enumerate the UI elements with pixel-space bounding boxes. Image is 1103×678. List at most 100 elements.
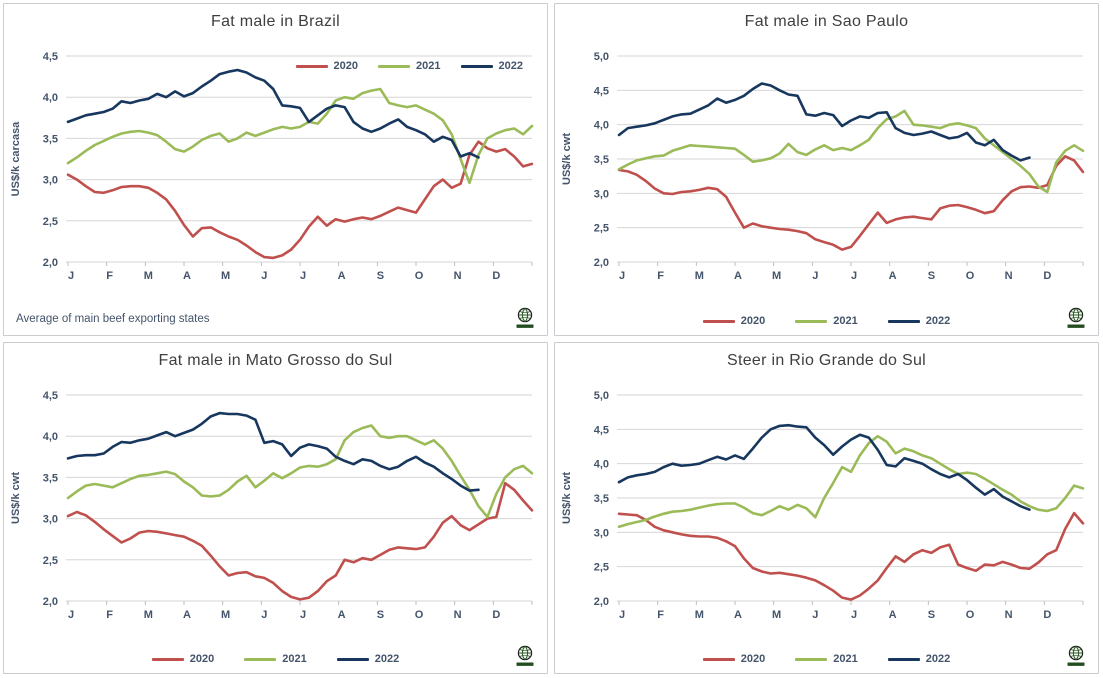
globe-icon (516, 307, 534, 328)
chart-panel-sao-paulo: Fat male in Sao Paulo 2,0 2,5 3,0 3,5 4,0 4,5… (554, 3, 1099, 336)
y-axis-tick-label: 4,5 (594, 85, 609, 97)
legend-line-swatch-2021 (795, 319, 828, 323)
x-axis-month-label: O (415, 270, 424, 282)
chart-legend: 2020 2021 2022 (555, 315, 1098, 327)
legend-line-swatch-2022 (336, 657, 369, 661)
x-axis-month-label: J (68, 270, 74, 282)
chart-panel-rio-grande-do-sul: Steer in Rio Grande do Sul 2,0 2,5 3,0 3,5 4… (554, 342, 1099, 674)
y-axis-tick-label: 2,5 (594, 562, 609, 574)
legend-line-swatch-2022 (460, 64, 493, 68)
x-axis-month-label: A (338, 270, 346, 282)
y-axis-tick-label: 2,0 (594, 596, 609, 608)
brand-globe-logo-icon (515, 644, 535, 668)
x-axis-month-label: D (492, 270, 500, 282)
x-axis-month-label: J (851, 270, 857, 282)
y-axis-tick-label: 4,5 (43, 51, 58, 63)
chart-panel-brazil: Fat male in Brazil 2,0 2,5 3,0 3,5 4,0 4,5 J F M… (3, 3, 548, 336)
y-axis-tick-label: 2,5 (594, 223, 609, 235)
x-axis-month-label: M (772, 270, 781, 282)
legend-item-2020: 2020 (702, 315, 766, 327)
y-axis-tick-label: 5,0 (594, 51, 609, 63)
chart-legend: 2020 2021 2022 (555, 653, 1098, 665)
legend-label: 2021 (282, 653, 307, 665)
y-axis-tick-label: 3,0 (43, 514, 58, 526)
x-axis-month-label: M (695, 609, 704, 621)
legend-line-swatch-2021 (795, 657, 828, 661)
legend-label: 2021 (416, 60, 441, 72)
y-axis-title: US$/k carcasa (10, 121, 22, 196)
line-chart-canvas: 2,0 2,5 3,0 3,5 4,0 4,5 J F M A M J J A S O N D US$/k carc… (10, 51, 534, 282)
legend-label: 2020 (189, 653, 215, 665)
y-axis-tick-label: 2,0 (43, 596, 58, 608)
legend-line-swatch-2022 (887, 319, 920, 323)
y-axis-tick-label: 4,5 (594, 424, 609, 436)
series-line-2020 (617, 511, 1085, 601)
x-axis-month-label: S (377, 270, 384, 282)
x-axis-month-label: J (300, 270, 306, 282)
legend-item-2021: 2021 (795, 653, 858, 665)
line-chart-canvas: 2,0 2,5 3,0 3,5 4,0 4,5 5,0 J F M A M J J A S O N D US$/k c… (561, 51, 1085, 282)
legend-line-swatch-2021 (378, 64, 411, 68)
x-axis-month-label: D (492, 609, 500, 621)
x-axis-month-label: M (144, 270, 153, 282)
chart-title: Fat male in Mato Grosso do Sul (158, 352, 393, 369)
x-axis-month-label: O (415, 609, 424, 621)
x-axis-month-label: N (1005, 270, 1013, 282)
x-axis-month-label: A (338, 609, 346, 621)
series-line-2020 (66, 140, 534, 260)
globe-icon (516, 645, 534, 666)
y-axis-tick-label: 3,0 (43, 175, 58, 187)
y-axis-tick-label: 3,5 (594, 154, 609, 166)
legend-item-2020: 2020 (295, 60, 359, 72)
line-chart-canvas: 2,0 2,5 3,0 3,5 4,0 4,5 5,0 J F M A M J J A S O N D US$/k c… (561, 390, 1085, 621)
legend-line-swatch-2020 (151, 657, 184, 661)
x-axis-month-label: F (657, 270, 664, 282)
chart-panel-mato-grosso-do-sul: Fat male in Mato Grosso do Sul 2,0 2,5 3,0… (3, 342, 548, 674)
x-axis-month-label: J (68, 609, 74, 621)
legend-item-2020: 2020 (151, 653, 215, 665)
legend-label: 2022 (374, 653, 400, 665)
chart-title: Fat male in Brazil (211, 13, 340, 30)
y-axis-title: US$/k cwt (561, 472, 573, 524)
y-axis-tick-label: 3,0 (594, 527, 609, 539)
legend-label: 2021 (833, 653, 858, 665)
legend-item-2020: 2020 (702, 653, 765, 665)
x-axis-month-label: F (106, 270, 113, 282)
globe-icon (1067, 307, 1085, 328)
y-axis-tick-label: 2,5 (43, 555, 58, 567)
chart-plot: 2,0 2,5 3,0 3,5 4,0 4,5 5,0 J F M A M J J A S O N D US$/k c… (557, 36, 1096, 290)
x-axis-month-label: S (928, 609, 935, 621)
legend-line-swatch-2021 (244, 657, 277, 661)
legend-line-swatch-2020 (295, 64, 328, 68)
y-axis-tick-label: 3,5 (43, 472, 58, 484)
x-axis-month-label: A (889, 270, 897, 282)
legend-item-2021: 2021 (378, 60, 441, 72)
series-line-2022 (66, 68, 480, 159)
series-line-2021 (617, 434, 1085, 529)
y-axis-title: US$/k cwt (10, 472, 22, 524)
series-line-2021 (66, 424, 534, 519)
chart-title: Fat male in Sao Paulo (744, 13, 909, 30)
y-axis-tick-label: 4,0 (594, 120, 609, 132)
x-axis-month-label: M (772, 609, 781, 621)
x-axis-month-label: D (1043, 609, 1051, 621)
series-line-2022 (617, 423, 1031, 511)
legend-label: 2022 (498, 60, 523, 72)
x-axis-month-label: S (377, 609, 384, 621)
y-axis-tick-label: 2,5 (43, 216, 58, 228)
legend-item-2022: 2022 (460, 60, 523, 72)
y-axis-tick-label: 3,5 (43, 133, 58, 145)
chart-legend: 2020 2021 2022 (4, 653, 547, 665)
series-line-2021 (617, 109, 1085, 194)
y-axis-tick-label: 4,0 (43, 92, 58, 104)
x-axis-month-label: J (619, 609, 625, 621)
line-chart-canvas: 2,0 2,5 3,0 3,5 4,0 4,5 J F M A M J J A S O N D US$/k cwt (10, 390, 534, 621)
x-axis-month-label: N (454, 609, 462, 621)
legend-label: 2020 (740, 315, 766, 327)
x-axis-month-label: S (928, 270, 935, 282)
brand-globe-logo-icon (1066, 644, 1086, 668)
legend-label: 2020 (333, 60, 359, 72)
x-axis-month-label: N (454, 270, 462, 282)
x-axis-month-label: M (144, 609, 153, 621)
chart-plot: 2,0 2,5 3,0 3,5 4,0 4,5 J F M A M J J A S O N D US$/k cwt (6, 375, 545, 629)
